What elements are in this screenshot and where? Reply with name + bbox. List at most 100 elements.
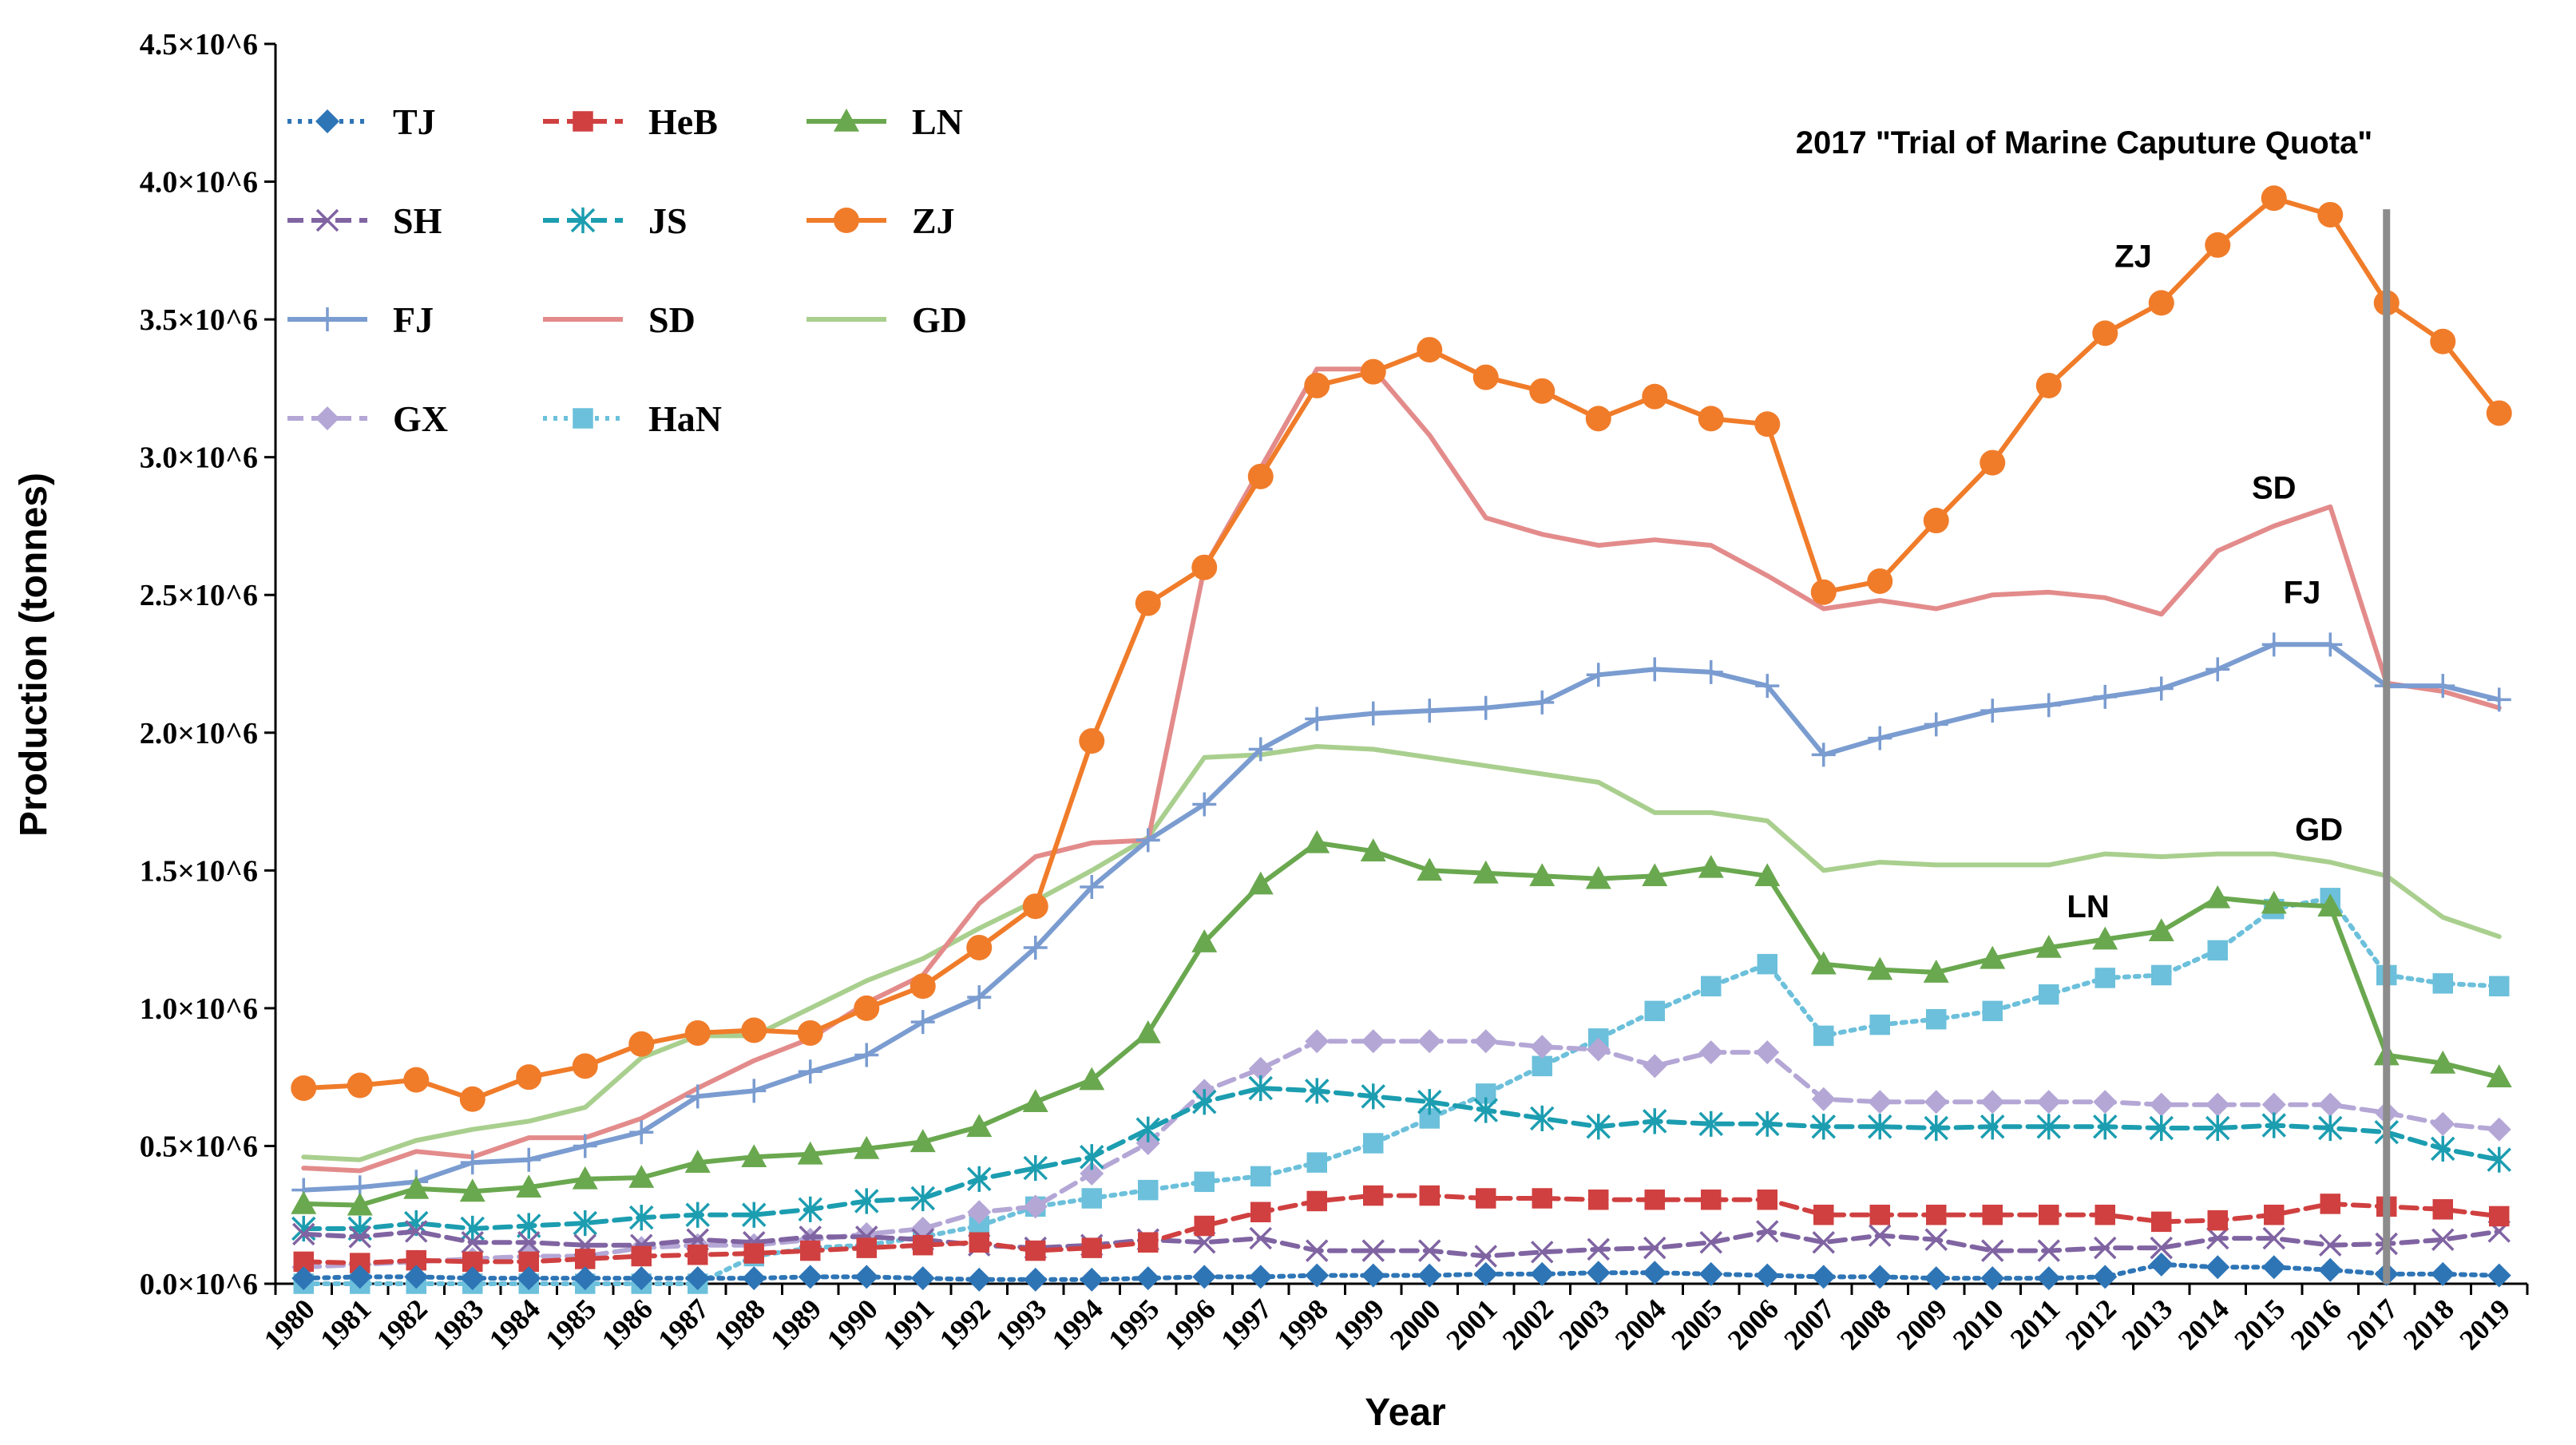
data-point bbox=[2035, 934, 2062, 958]
legend-item-zj: ZJ bbox=[806, 200, 955, 241]
data-point bbox=[1924, 1114, 1948, 1142]
data-point bbox=[1530, 1105, 1555, 1132]
data-point bbox=[631, 1245, 652, 1267]
data-point bbox=[2207, 940, 2228, 961]
data-point bbox=[2205, 1092, 2230, 1117]
x-tick-label: 2017 bbox=[2340, 1293, 2404, 1356]
data-point bbox=[1643, 1054, 1667, 1079]
data-point bbox=[1305, 1029, 1330, 1054]
series-tj bbox=[291, 1252, 2511, 1292]
data-point bbox=[1926, 1204, 1947, 1225]
data-point bbox=[2092, 320, 2118, 346]
data-point bbox=[572, 1053, 598, 1079]
data-point bbox=[1361, 701, 1385, 726]
data-point bbox=[2037, 1239, 2060, 1262]
data-point bbox=[2149, 1114, 2174, 1142]
data-point bbox=[315, 406, 339, 430]
data-point bbox=[1926, 1008, 1947, 1030]
data-point bbox=[1811, 1087, 1836, 1111]
y-tick-label: 0.5×10^6 bbox=[140, 1130, 258, 1163]
data-point bbox=[573, 1209, 597, 1237]
data-point bbox=[2036, 1090, 2061, 1114]
quota-trial-annotation: 2017 "Trial of Marine Caputure Quota" bbox=[1796, 125, 2373, 160]
data-point bbox=[517, 1266, 541, 1291]
data-point bbox=[315, 307, 339, 331]
x-tick-label: 1980 bbox=[258, 1293, 321, 1356]
data-point bbox=[966, 1114, 993, 1138]
data-point bbox=[685, 1266, 710, 1291]
data-point bbox=[2317, 893, 2344, 916]
series-js bbox=[291, 1075, 2511, 1242]
data-point bbox=[1980, 699, 2005, 723]
data-point bbox=[800, 1240, 821, 1261]
data-point bbox=[1867, 568, 1893, 594]
data-point bbox=[2039, 1204, 2059, 1225]
data-point bbox=[2205, 1255, 2230, 1280]
y-tick-label: 3.0×10^6 bbox=[140, 441, 258, 475]
data-point bbox=[854, 1188, 879, 1214]
data-point bbox=[1923, 960, 1949, 983]
legend-item-heb: HeB bbox=[543, 101, 718, 142]
x-tick-label: 2008 bbox=[1834, 1293, 1897, 1356]
data-point bbox=[2431, 674, 2455, 699]
series-sh bbox=[292, 1220, 2511, 1268]
data-point bbox=[1192, 1089, 1217, 1115]
x-tick-label: 1995 bbox=[1102, 1293, 1165, 1356]
data-point bbox=[1643, 1236, 1666, 1260]
data-point bbox=[1417, 699, 1442, 723]
x-tick-label: 2014 bbox=[2172, 1293, 2235, 1356]
x-axis-label: Year bbox=[1365, 1392, 1445, 1434]
data-point bbox=[685, 1084, 710, 1109]
data-point bbox=[2148, 918, 2174, 942]
data-point bbox=[1754, 411, 1781, 437]
series-line-gx bbox=[301, 1039, 2502, 1270]
y-axis-label: Production (tonnes) bbox=[13, 473, 55, 837]
series-annotations: ZJ SD FJ GD LN bbox=[2067, 240, 2343, 924]
data-point bbox=[2035, 372, 2062, 398]
data-point bbox=[741, 1144, 767, 1168]
data-point bbox=[1135, 1266, 1160, 1291]
data-point bbox=[1361, 1263, 1385, 1288]
data-point bbox=[1698, 659, 1723, 684]
data-point bbox=[1192, 1265, 1217, 1289]
x-tick-label: 2007 bbox=[1777, 1293, 1841, 1356]
data-point bbox=[1306, 1190, 1327, 1212]
data-point bbox=[967, 1267, 992, 1292]
data-point bbox=[1588, 1189, 1609, 1210]
data-point bbox=[1754, 863, 1781, 887]
x-tick-label: 2016 bbox=[2285, 1293, 2348, 1356]
x-tick-label: 2010 bbox=[1947, 1293, 2010, 1356]
data-point bbox=[2486, 1064, 2512, 1087]
data-point bbox=[913, 1234, 933, 1256]
data-point bbox=[1698, 1261, 1723, 1286]
data-point bbox=[1080, 1161, 1104, 1186]
data-point bbox=[969, 1232, 989, 1253]
x-tick-label: 2015 bbox=[2228, 1293, 2291, 1356]
data-point bbox=[1586, 663, 1611, 687]
data-point bbox=[459, 1086, 485, 1112]
data-point bbox=[2093, 1090, 2118, 1114]
data-point bbox=[575, 1249, 596, 1269]
x-tick-label: 2000 bbox=[1384, 1293, 1447, 1356]
data-point bbox=[1361, 1029, 1385, 1054]
data-point bbox=[572, 1166, 598, 1190]
series-gx bbox=[291, 1029, 2511, 1280]
data-point bbox=[2318, 1114, 2343, 1142]
data-point bbox=[1417, 1089, 1442, 1115]
data-point bbox=[2094, 1236, 2117, 1260]
data-point bbox=[1304, 372, 1330, 398]
data-point bbox=[1644, 1000, 1665, 1022]
data-point bbox=[1812, 1230, 1835, 1254]
data-point bbox=[1924, 1266, 1948, 1291]
data-point bbox=[1191, 554, 1218, 580]
y-tick-label: 1.5×10^6 bbox=[140, 854, 258, 888]
series-line-zj bbox=[301, 196, 2502, 1102]
data-point bbox=[1022, 1089, 1048, 1113]
data-point bbox=[966, 934, 993, 960]
data-point bbox=[1701, 1189, 1722, 1210]
data-point bbox=[2486, 400, 2512, 426]
data-point bbox=[1810, 579, 1837, 605]
data-point bbox=[1529, 378, 1556, 404]
data-point bbox=[2487, 1117, 2511, 1142]
legend-item-ln: LN bbox=[806, 101, 963, 142]
